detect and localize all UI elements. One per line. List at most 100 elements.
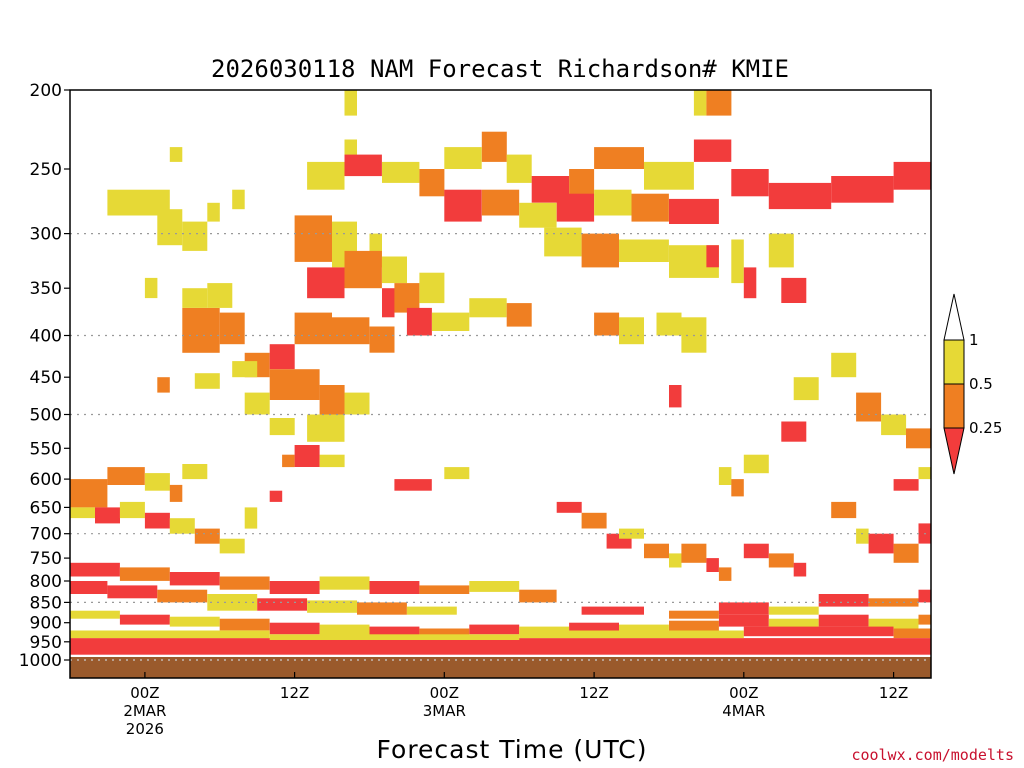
ri-cell-orange-142	[119, 567, 170, 581]
ri-cell-red-29	[669, 198, 719, 224]
ri-cell-red-123	[669, 385, 682, 408]
ri-cell-yellow-173	[768, 618, 819, 631]
ri-cell-red-97	[556, 501, 582, 513]
ri-cell-red-21	[831, 176, 894, 203]
ri-cell-yellow-77	[269, 418, 295, 436]
ri-cell-yellow-118	[981, 534, 1006, 549]
ri-cell-orange-91	[194, 528, 220, 544]
x-tick-label-48-0: 00Z	[729, 684, 758, 702]
y-tick-label-900: 900	[30, 614, 62, 634]
ri-cell-orange-125	[731, 479, 744, 497]
legend-label-2: 0.25	[969, 419, 1002, 437]
x-tick-label-24-0: 00Z	[430, 684, 459, 702]
ri-cell-yellow-170	[619, 624, 669, 635]
ri-cell-yellow-72	[232, 361, 258, 378]
ri-cell-orange-24	[481, 189, 520, 216]
ri-cell-red-46	[706, 245, 719, 268]
y-tick-label-400: 400	[30, 327, 62, 347]
x-tick-label-24-1: 3MAR	[423, 702, 466, 720]
plot-frame	[69, 89, 932, 679]
y-tick-label-800: 800	[30, 572, 62, 592]
ri-cell-yellow-187	[968, 594, 1018, 602]
ri-cell-yellow-76	[344, 392, 370, 415]
ri-cell-red-87	[95, 507, 120, 524]
ri-cell-yellow-59	[469, 298, 507, 318]
y-tick-label-750: 750	[30, 549, 62, 569]
ri-cell-yellow-52	[182, 288, 208, 308]
ri-cell-red-155	[257, 598, 308, 611]
ri-cell-orange-37	[344, 250, 382, 289]
ri-cell-yellow-71	[307, 414, 345, 442]
ri-cell-red-145	[269, 581, 320, 594]
ri-cell-yellow-4	[169, 147, 183, 162]
ri-cell-yellow-190	[269, 634, 520, 640]
y-tick-label-250: 250	[30, 160, 62, 180]
ri-cell-red-18	[693, 139, 732, 162]
y-tick-label-300: 300	[30, 225, 62, 245]
ri-cell-yellow-1	[693, 90, 707, 116]
legend-swatch-0.5-1	[943, 339, 965, 385]
ri-cell-yellow-7	[307, 161, 345, 190]
ri-cell-orange-132	[906, 428, 931, 449]
ri-cell-yellow-117	[918, 467, 931, 480]
y-tick-label-1000: 1000	[19, 651, 62, 671]
legend-label-1: 0.5	[969, 375, 993, 393]
ri-cell-red-116	[893, 479, 919, 491]
ri-cell-yellow-124	[718, 467, 732, 485]
ri-cell-orange-166	[419, 628, 470, 638]
ri-cell-yellow-159	[70, 610, 120, 619]
ri-cell-red-19	[731, 169, 769, 197]
ri-cell-yellow-31	[182, 221, 208, 251]
ri-cell-red-114	[944, 507, 957, 528]
ri-cell-red-141	[70, 562, 120, 577]
ri-cell-red-104	[706, 558, 719, 572]
ri-cell-red-174	[818, 614, 869, 627]
ri-cell-yellow-93	[244, 507, 258, 529]
ri-cell-yellow-47	[731, 239, 744, 284]
y-tick-label-200: 200	[30, 81, 62, 101]
ri-cell-yellow-90	[169, 518, 195, 534]
ri-cell-yellow-129	[831, 352, 857, 378]
ri-cell-yellow-38	[382, 256, 407, 284]
ri-cell-red-26	[556, 193, 595, 222]
ri-cell-yellow-164	[319, 624, 370, 637]
ri-cell-orange-109	[831, 501, 857, 519]
ri-cell-red-23	[444, 189, 482, 222]
ri-cell-yellow-158	[406, 606, 457, 615]
ri-cell-orange-85	[70, 479, 108, 508]
ri-cell-orange-50	[182, 307, 220, 353]
ri-cell-yellow-49	[144, 277, 158, 299]
ri-cell-yellow-79	[319, 454, 345, 468]
richardson-cells	[70, 90, 1024, 655]
ri-cell-red-163	[269, 622, 320, 635]
credit-text: coolwx.com/modelts	[851, 746, 1014, 764]
ri-cell-yellow-9	[382, 161, 420, 183]
ri-cell-orange-120	[1018, 553, 1024, 572]
ri-cell-orange-70	[319, 385, 345, 415]
ri-cell-orange-107	[768, 553, 794, 568]
ri-cell-red-119	[1006, 544, 1019, 563]
ri-cell-yellow-62	[619, 317, 644, 345]
y-tick-label-700: 700	[30, 525, 62, 545]
ri-cell-red-152	[107, 585, 158, 599]
ri-cell-yellow-41	[419, 272, 445, 304]
x-tick-label-0-1: 2MAR	[123, 702, 166, 720]
x-tick-label-12-0: 12Z	[280, 684, 309, 702]
ri-cell-yellow-131	[881, 414, 907, 436]
y-tick-label-950: 950	[30, 633, 62, 653]
ri-cell-red-108	[793, 562, 807, 577]
ri-cell-red-177	[968, 611, 1018, 623]
ri-cell-orange-162	[219, 618, 270, 631]
ri-cell-yellow-189	[70, 630, 270, 639]
ri-cell-red-66	[781, 277, 807, 303]
ri-cell-orange-105	[718, 567, 732, 581]
ri-cell-orange-176	[918, 614, 931, 625]
ri-cell-orange-185	[868, 598, 919, 607]
ri-cell-red-57	[406, 307, 432, 336]
x-tick-label-0-0: 00Z	[130, 684, 159, 702]
ri-cell-yellow-110	[856, 528, 869, 544]
ri-cell-red-169	[569, 622, 619, 635]
ri-cell-orange-103	[681, 543, 707, 563]
ri-cell-orange-98	[581, 512, 607, 529]
